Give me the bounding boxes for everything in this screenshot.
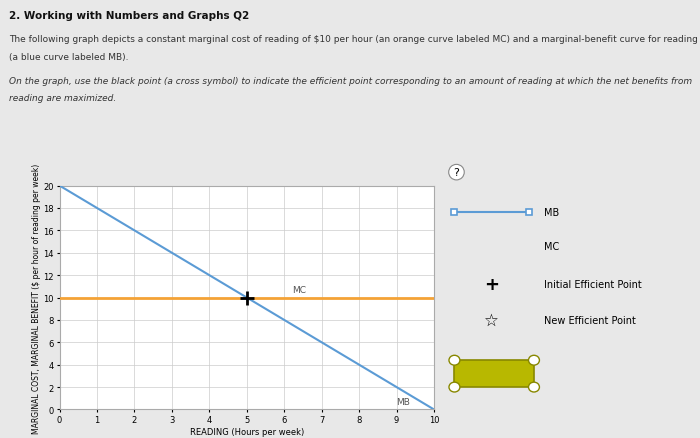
Text: MB: MB [544, 208, 559, 218]
Text: MC: MC [292, 286, 306, 294]
Text: (a blue curve labeled MB).: (a blue curve labeled MB). [9, 53, 129, 62]
Circle shape [449, 356, 460, 365]
Text: Initial Efficient Point: Initial Efficient Point [544, 279, 642, 290]
Circle shape [528, 356, 540, 365]
Circle shape [449, 382, 460, 392]
Text: ☆: ☆ [484, 311, 499, 329]
Text: MB: MB [396, 397, 410, 406]
Text: 2. Working with Numbers and Graphs Q2: 2. Working with Numbers and Graphs Q2 [9, 11, 249, 21]
Y-axis label: MARGINAL COST, MARGINAL BENEFIT ($ per hour of reading per week): MARGINAL COST, MARGINAL BENEFIT ($ per h… [32, 163, 41, 433]
Text: +: + [484, 276, 499, 293]
FancyBboxPatch shape [454, 360, 534, 387]
Text: MC: MC [544, 241, 559, 251]
Text: reading are maximized.: reading are maximized. [9, 93, 116, 102]
Text: On the graph, use the black point (a cross symbol) to indicate the efficient poi: On the graph, use the black point (a cro… [9, 77, 692, 86]
Text: New Efficient Point: New Efficient Point [544, 315, 636, 325]
Text: The following graph depicts a constant marginal cost of reading of $10 per hour : The following graph depicts a constant m… [9, 35, 698, 44]
X-axis label: READING (Hours per week): READING (Hours per week) [190, 427, 304, 436]
Text: ?: ? [454, 168, 459, 178]
Circle shape [528, 382, 540, 392]
